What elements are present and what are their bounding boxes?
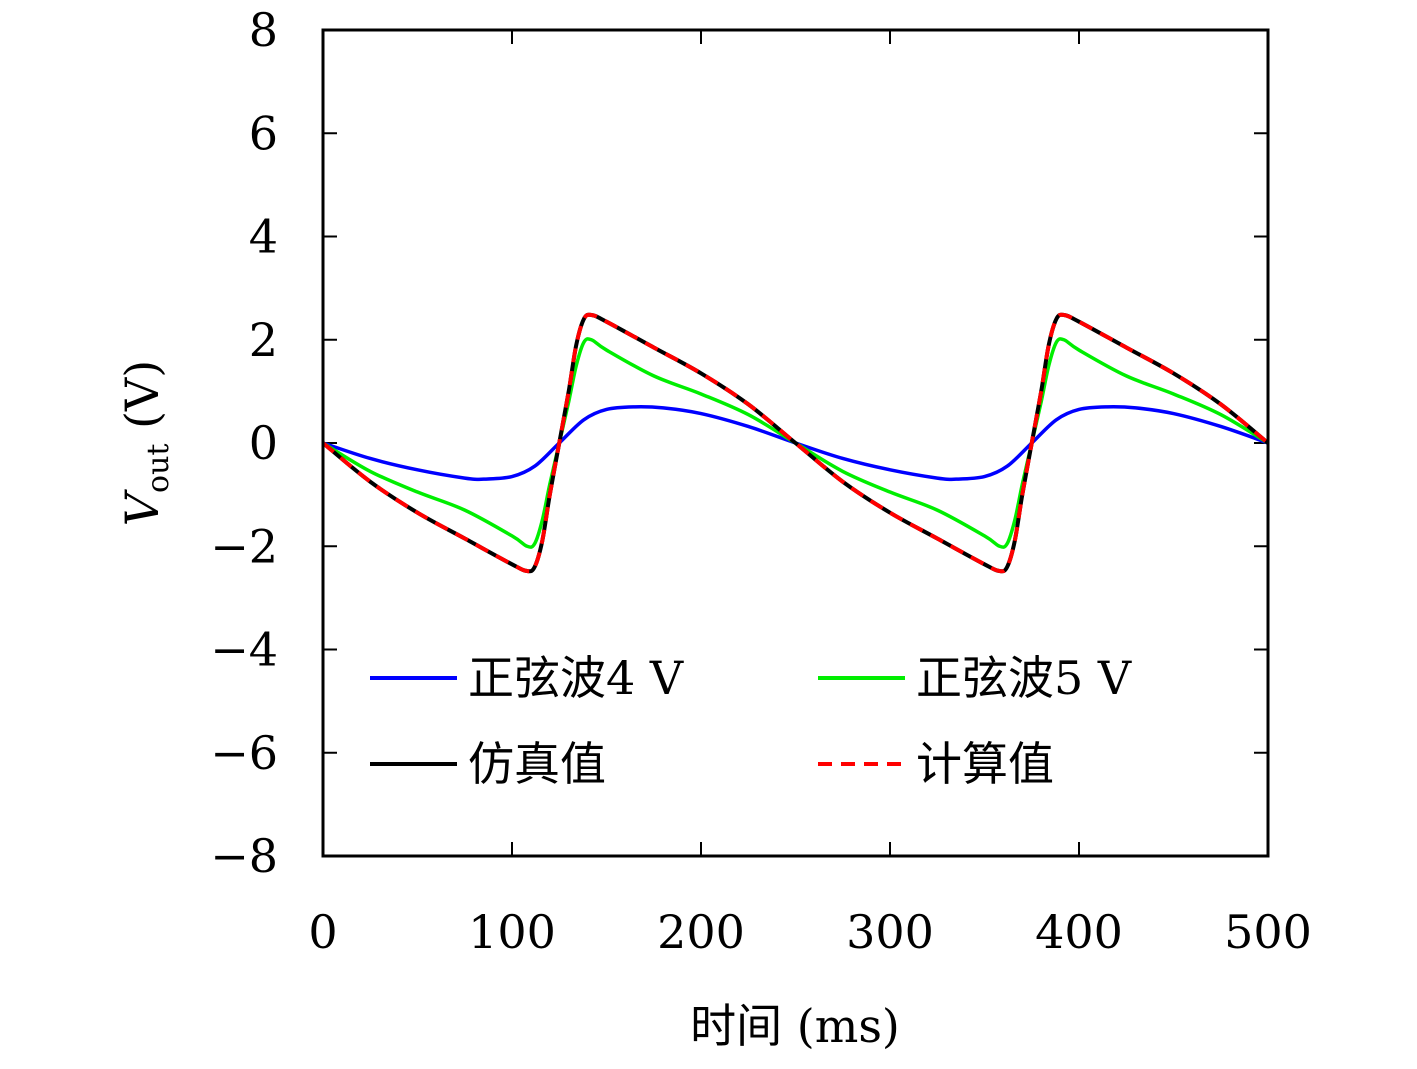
y-tick-label: −8 [210,829,278,883]
x-tick-label: 300 [846,905,934,959]
x-axis-label: 时间 (ms) [690,999,900,1053]
y-tick-label: 0 [249,416,278,470]
legend: 正弦波4 V 正弦波5 V 仿真值 计算值 [370,651,1132,791]
x-tick-label: 400 [1035,905,1123,959]
x-tick-label: 0 [308,905,337,959]
x-tick-label: 100 [468,905,556,959]
y-tick-label: 8 [249,3,278,57]
x-tick-label: 500 [1224,905,1312,959]
y-tick-label: −4 [210,623,278,677]
x-tick-label: 200 [657,905,745,959]
y-axis-label: Vout (V) [115,360,176,526]
y-tick-label: −6 [210,726,278,780]
y-tick-label: 6 [249,106,278,160]
legend-label-3: 仿真值 [468,737,606,791]
svg-text:Vout (V): Vout (V) [115,360,176,526]
y-tick-label: −2 [210,519,278,573]
tick-labels: 0 100 200 300 400 500 −8 −6 −4 −2 0 2 4 6 8 [210,3,1312,959]
y-tick-label: 4 [249,210,278,264]
y-axis-label-unit: (V) [115,360,169,444]
plot-frame [321,28,1270,858]
legend-label-2: 正弦波5 V [916,651,1132,705]
legend-label-4: 计算值 [916,737,1054,791]
series-line-3 [323,312,1268,574]
y-axis-label-sub: out [141,444,176,493]
y-axis-label-main: V [115,488,169,526]
legend-label-1: 正弦波4 V [468,651,684,705]
y-tick-label: 2 [249,313,278,367]
series-lines [323,312,1268,574]
